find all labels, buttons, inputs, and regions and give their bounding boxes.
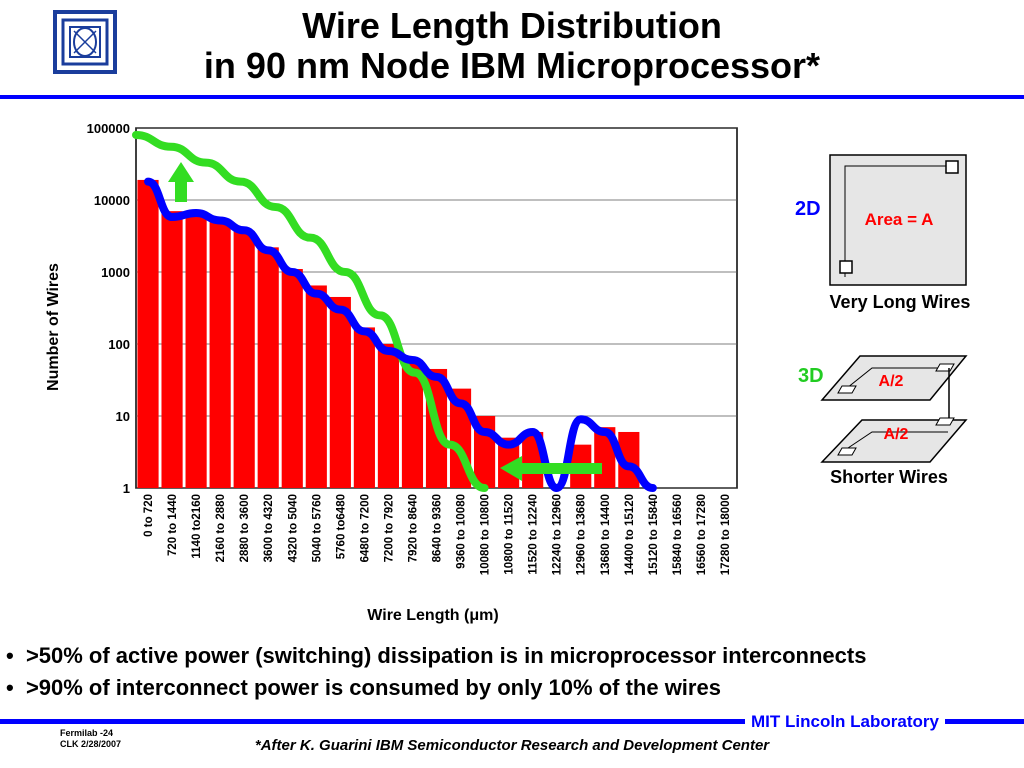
x-tick-label: 0 to 720: [143, 494, 155, 537]
footer-slide-info: Fermilab -24 CLK 2/28/2007: [60, 728, 121, 750]
bar: [305, 285, 327, 488]
footer-line-2: CLK 2/28/2007: [60, 739, 122, 749]
blue-measured-curve: [144, 177, 657, 492]
bar: [329, 296, 351, 488]
x-tick-label: 14400 to 15120: [624, 494, 636, 575]
org-label: MIT Lincoln Laboratory: [745, 712, 945, 732]
left-arrow-icon: [500, 456, 602, 481]
x-tick-label: 720 to 1440: [167, 494, 179, 556]
diagram-3d: 3D A/2 A/2 Shorter Wires: [798, 355, 968, 487]
bullet-text: >50% of active power (switching) dissipa…: [25, 643, 867, 668]
bullet-item: • >90% of interconnect power is consumed…: [6, 675, 721, 700]
bar: [353, 327, 375, 488]
x-tick-label: 13680 to 14400: [600, 494, 612, 575]
area-3d-bottom-label: A/2: [884, 426, 909, 443]
bar-chart: 100000 10000 1000 100 10 1 0 to 720 720 to 144…: [45, 121, 738, 624]
x-tick-label: 9360 to 10080: [456, 494, 468, 569]
bar: [257, 247, 279, 488]
x-axis-label: Wire Length (μm): [367, 607, 498, 624]
x-tick-label: 10800 to 11520: [504, 494, 516, 575]
y-tick-label: 10: [116, 409, 130, 424]
bar: [161, 211, 183, 488]
bar: [401, 359, 424, 488]
x-tick-label: 15120 to 15840: [648, 494, 660, 575]
green-trend-curve: [132, 130, 489, 492]
bullet-text: >90% of interconnect power is consumed b…: [25, 675, 721, 700]
bar: [185, 213, 207, 488]
y-tick-label: 10000: [94, 193, 130, 208]
bottom-divider: [0, 719, 1024, 724]
bullet-list: • >50% of active power (switching) dissi…: [6, 640, 866, 704]
bullet-item: • >50% of active power (switching) dissi…: [6, 643, 867, 668]
x-tick-label: 5040 to 5760: [311, 494, 323, 562]
y-tick-label: 100: [108, 337, 130, 352]
x-tick-label: 11520 to 12240: [528, 494, 540, 575]
x-tick-label: 17280 to 18000: [720, 494, 732, 575]
bar: [209, 221, 231, 488]
mit-ll-logo-icon: [53, 10, 117, 74]
layer-bottom: [820, 419, 968, 463]
area-3d-top-label: A/2: [879, 373, 904, 390]
y-tick-label: 100000: [87, 121, 130, 136]
label-2d: 2D: [795, 198, 821, 220]
x-tick-labels: 0 to 720 720 to 1440 1140 to2160 2160 to 28…: [143, 494, 732, 575]
x-tick-label: 6480 to 7200: [359, 494, 371, 562]
footer-citation: *After K. Guarini IBM Semiconductor Rese…: [254, 737, 770, 754]
bar: [377, 344, 399, 488]
label-3d: 3D: [798, 365, 824, 387]
caption-2d: Very Long Wires: [830, 292, 971, 312]
x-tick-label: 7920 to 8640: [407, 494, 419, 562]
diagram-2d: 2D Area = A Very Long Wires: [795, 154, 971, 312]
x-tick-label: 5760 to6480: [335, 494, 347, 559]
layer-top: [820, 355, 968, 401]
top-divider: [0, 95, 1024, 99]
y-tick-labels: 100000 10000 1000 100 10 1: [87, 121, 130, 496]
area-2d-label: Area = A: [865, 210, 934, 229]
x-tick-label: 2880 to 3600: [239, 494, 251, 562]
x-tick-label: 1140 to2160: [191, 494, 203, 559]
x-tick-label: 12960 to 13680: [576, 494, 588, 575]
bar: [137, 179, 159, 488]
x-tick-label: 10080 to 10800: [480, 494, 492, 575]
bar: [281, 269, 303, 488]
x-tick-label: 15840 to 16560: [672, 494, 684, 575]
x-tick-label: 12240 to 12960: [552, 494, 564, 575]
title-line-2: in 90 nm Node IBM Microprocessor*: [203, 45, 821, 86]
x-tick-label: 7200 to 7920: [383, 494, 395, 562]
x-tick-label: 8640 to 9360: [432, 494, 444, 562]
up-arrow-icon: [168, 162, 194, 202]
footer-line-1: Fermilab -24: [60, 728, 114, 738]
x-tick-label: 4320 to 5040: [287, 494, 299, 562]
x-tick-label: 2160 to 2880: [215, 494, 227, 562]
y-axis-label: Number of Wires: [45, 263, 62, 391]
caption-3d: Shorter Wires: [830, 467, 948, 487]
x-tick-label: 3600 to 4320: [263, 494, 275, 562]
x-tick-label: 16560 to 17280: [696, 494, 708, 575]
y-tick-label: 1000: [101, 265, 130, 280]
title-line-1: Wire Length Distribution: [302, 5, 722, 46]
bar: [233, 231, 255, 488]
y-tick-label: 1: [123, 481, 130, 496]
